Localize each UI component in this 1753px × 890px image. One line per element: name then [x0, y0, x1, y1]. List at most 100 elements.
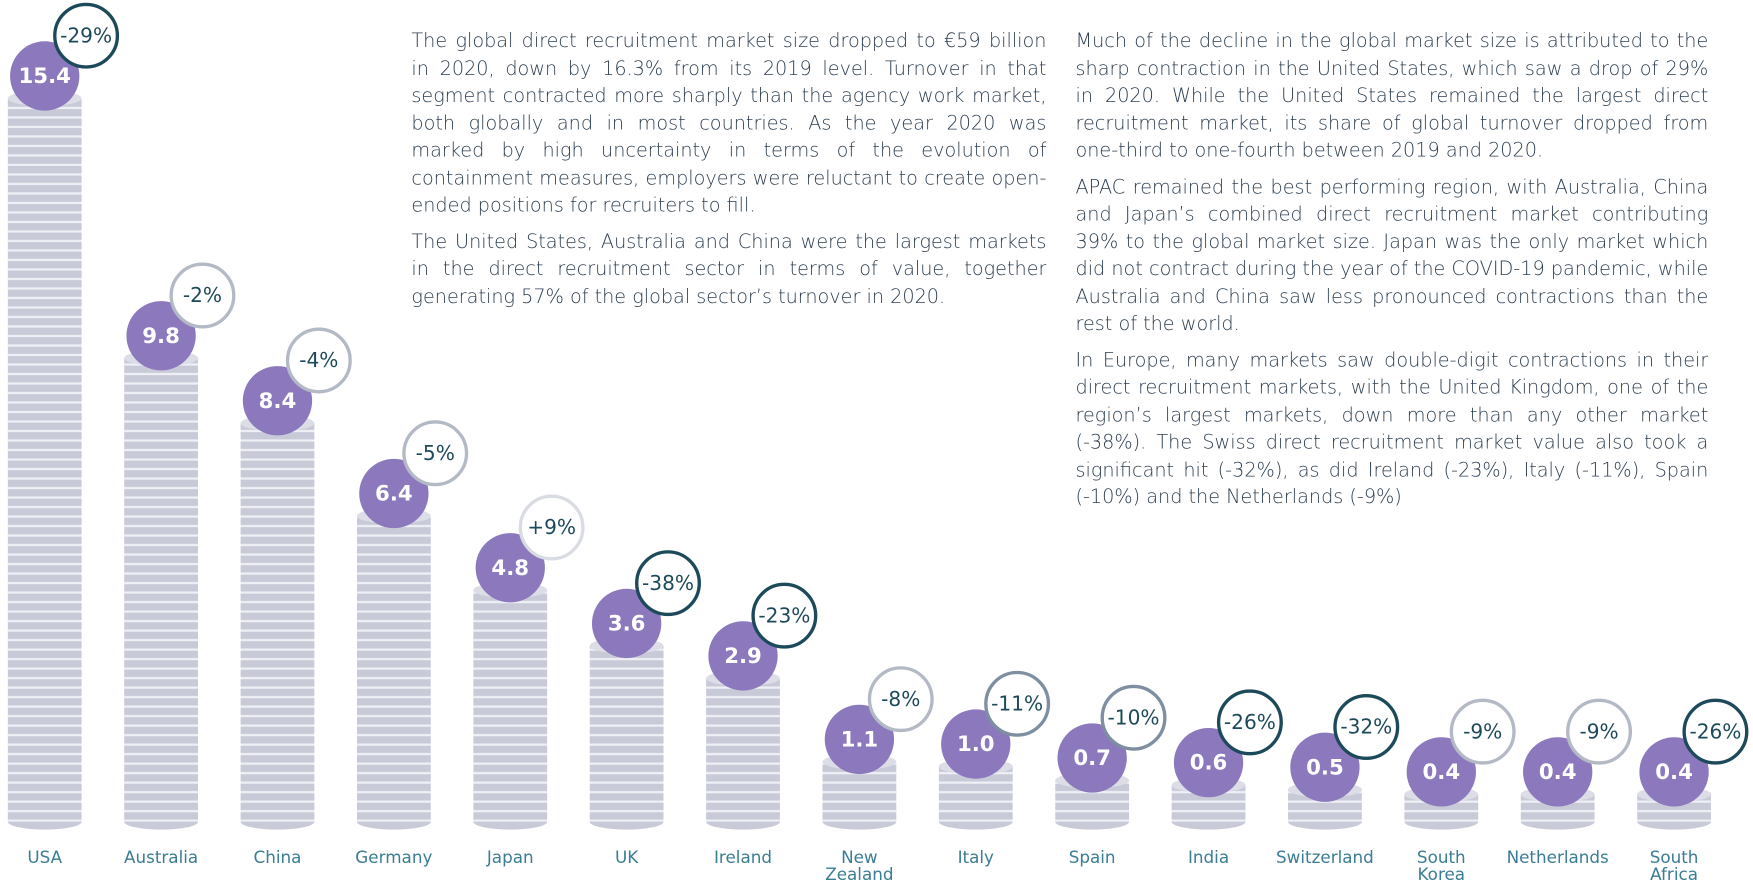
left-text: The global direct recruitment market siz… [411, 30, 1047, 309]
value-label: 15.4 [19, 64, 71, 89]
category-label: UK [614, 849, 639, 868]
change-badge [1216, 689, 1283, 756]
category-label: USA [27, 849, 63, 868]
paragraph: Much of the decline in the global market… [1075, 30, 1709, 163]
change-badge [1449, 698, 1516, 765]
category-box: Australia [123, 849, 199, 868]
value-label: 9.8 [142, 324, 180, 349]
coin-stack [7, 98, 82, 822]
change-label: -4% [299, 348, 338, 372]
value-label: 0.7 [1073, 746, 1111, 771]
right-text: Much of the decline in the global market… [1075, 30, 1709, 509]
value-label: 3.6 [608, 612, 646, 637]
category-label: Switzerland [1276, 849, 1374, 868]
value-bubble [242, 366, 313, 436]
change-label: -32% [1340, 715, 1392, 739]
category-box: Germany [355, 850, 432, 866]
change-badge [1682, 698, 1749, 765]
value-bubble [1639, 737, 1709, 807]
category-box: New Zealand [825, 849, 894, 885]
category-label: South Africa [1649, 849, 1699, 885]
value-label: 2.9 [724, 644, 762, 669]
change-label: -9% [1463, 719, 1502, 743]
change-badge [984, 670, 1051, 737]
value-bubble [359, 458, 429, 529]
coin-stack [589, 645, 664, 822]
category-label: Ireland [713, 849, 773, 868]
change-badge [1566, 698, 1633, 765]
change-label: -23% [758, 603, 810, 627]
change-label: -2% [183, 283, 222, 307]
change-label: -26% [1224, 710, 1276, 734]
category-box: South Africa [1649, 849, 1699, 885]
value-label: 1.1 [841, 728, 879, 753]
value-label: 4.8 [491, 556, 529, 581]
category-box: Switzerland [1276, 849, 1374, 868]
value-label: 0.4 [1422, 760, 1460, 785]
value-bubble [1173, 727, 1244, 798]
category-box: India [1187, 849, 1230, 868]
value-label: 0.6 [1190, 751, 1228, 776]
change-badge [285, 327, 352, 394]
coin-stack [124, 358, 198, 822]
value-bubble [824, 704, 895, 775]
category-label: New Zealand [825, 849, 894, 885]
change-badge [867, 666, 934, 733]
category-box: South Korea [1416, 849, 1466, 885]
value-label: 0.4 [1539, 760, 1577, 785]
value-label: 6.4 [375, 482, 413, 507]
change-label: +9% [527, 515, 576, 539]
change-label: -10% [1108, 705, 1160, 729]
category-label: South Korea [1416, 849, 1466, 885]
category-box: Japan [486, 849, 534, 868]
value-bubble [475, 533, 545, 603]
category-label: Japan [486, 849, 534, 868]
change-label: -11% [991, 691, 1043, 715]
paragraph: APAC remained the best performing region… [1075, 176, 1709, 336]
change-label: -5% [416, 441, 455, 465]
value-bubble [941, 709, 1011, 779]
value-label: 1.0 [957, 732, 995, 757]
change-badge [1100, 684, 1167, 751]
change-badge [635, 550, 701, 617]
category-box: Ireland [713, 849, 773, 868]
value-bubble [1406, 737, 1476, 807]
category-box: China [253, 849, 302, 868]
category-label: Australia [123, 849, 199, 868]
category-label: Italy [957, 849, 994, 868]
coin-stack [473, 590, 548, 822]
value-label: 8.4 [259, 389, 297, 414]
value-label: 0.4 [1655, 760, 1693, 785]
category-label: China [253, 849, 302, 868]
coin-stack [706, 678, 780, 822]
value-bubble [1290, 732, 1360, 802]
change-badge [518, 494, 585, 561]
paragraph: In Europe, many markets saw double-digit… [1075, 349, 1709, 509]
value-label: 0.5 [1306, 755, 1344, 780]
category-label: Spain [1068, 849, 1116, 868]
category-label: Netherlands [1506, 849, 1609, 868]
change-label: -9% [1579, 719, 1618, 743]
change-badge [169, 262, 236, 329]
category-box: Netherlands [1506, 849, 1609, 868]
value-bubble [1523, 737, 1593, 807]
value-bubble [10, 41, 80, 111]
paragraph: The global direct recruitment market siz… [411, 30, 1047, 217]
change-label: -38% [642, 571, 694, 595]
category-box: UK [614, 849, 639, 868]
value-bubble [591, 588, 662, 659]
value-bubble [126, 301, 196, 371]
change-badge [751, 582, 818, 649]
change-label: -8% [881, 687, 920, 711]
change-label: -29% [60, 23, 112, 47]
change-label: -26% [1689, 719, 1741, 743]
coin-stack [240, 423, 315, 822]
change-badge [402, 420, 469, 487]
paragraph: The United States, Australia and China w… [411, 230, 1047, 309]
coin-stack [356, 515, 431, 822]
category-box: USA [27, 849, 63, 868]
change-badge [1333, 694, 1400, 760]
category-label: India [1187, 849, 1230, 868]
value-bubble [708, 621, 778, 691]
